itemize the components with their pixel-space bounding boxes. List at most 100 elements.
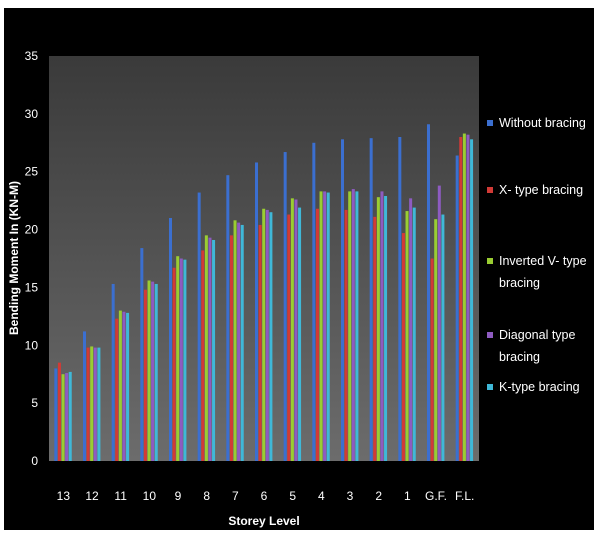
x-tick-label: 3 [347,489,354,503]
legend-swatch [487,332,493,338]
y-tick-label: 30 [25,107,39,121]
bar [143,289,147,461]
bar [255,162,258,461]
x-tick-label: 8 [203,489,210,503]
bar [455,155,459,461]
bar [169,218,172,461]
bar [176,256,180,461]
bar [326,192,330,462]
bar [312,142,316,462]
x-axis-label: Storey Level [228,514,299,528]
bar [183,259,187,461]
bar [348,191,352,461]
bar [57,362,61,461]
bar [83,331,86,461]
y-tick-label: 20 [25,223,39,237]
bar [179,258,183,461]
x-axis-ticks: 13 12 11 10 9 8 7 6 5 4 3 2 1 G.F. F.L. [57,489,475,503]
bar [226,175,230,461]
bar [212,239,216,461]
bar [258,224,262,461]
bar [384,196,388,461]
bar [208,237,212,461]
bar [380,191,384,461]
y-tick-label: 0 [31,454,38,468]
bar [459,137,463,461]
bar [201,250,205,461]
x-tick-label: 11 [114,489,127,503]
legend-swatch [487,120,493,126]
bar [265,209,269,461]
x-tick-label: F.L. [455,489,474,503]
bar [126,312,130,461]
legend-label: K-type bracing [499,380,580,394]
bar [470,139,474,462]
y-tick-label: 10 [25,338,39,352]
y-tick-label: 5 [31,396,38,410]
bar [466,134,470,461]
x-tick-label: 2 [375,489,382,503]
bar [154,283,158,461]
bar [376,197,380,461]
bar [430,258,434,461]
legend-label: Inverted V- type bracing [499,254,587,290]
x-tick-label: 7 [232,489,239,503]
bar [90,346,94,461]
x-tick-label: 10 [143,489,157,503]
bar [341,139,344,462]
bar [344,209,348,461]
x-tick-label: 6 [261,489,268,503]
bar [237,222,241,461]
legend-label: X- type bracing [499,183,583,197]
bar [204,235,208,461]
legend: Without bracing X- type bracing Inverted V… [487,116,587,394]
bar [373,216,377,461]
bar [409,198,413,462]
legend-swatch [487,187,493,193]
bar [172,267,176,461]
bar [319,191,323,461]
bar [140,248,144,461]
bar-group [54,124,474,462]
chart-background: 0 5 10 15 20 25 30 35 13 12 11 10 9 8 7 6 5 4 3 2 1 G.F. F.L.… [4,8,594,530]
bar [294,199,298,461]
bar [115,318,119,461]
legend-swatch [487,258,493,264]
x-tick-label: 5 [289,489,296,503]
bar [434,219,438,461]
bar [68,371,72,461]
bar [240,224,244,461]
x-tick-label: 12 [85,489,99,503]
bar [283,152,287,462]
y-axis-ticks: 0 5 10 15 20 25 30 35 [25,49,39,468]
bar [86,347,90,461]
bar [147,280,151,461]
y-tick-label: 25 [25,165,39,179]
bar [269,212,273,461]
bar [441,214,445,461]
bar [412,207,416,461]
bar [61,374,65,461]
legend-label: Without bracing [499,116,586,130]
bar [93,347,97,461]
bar [97,347,101,461]
bar [229,235,233,461]
bar [122,311,126,461]
bar [427,124,430,462]
bar [398,137,402,461]
legend-label: Diagonal type bracing [499,328,575,364]
x-tick-label: 13 [57,489,71,503]
bar [315,208,319,461]
bar [111,283,115,461]
legend-swatch [487,384,493,390]
y-tick-label: 35 [25,49,39,63]
bar [323,191,327,461]
bar [54,368,58,461]
bending-moment-chart: 0 5 10 15 20 25 30 35 13 12 11 10 9 8 7 6 5 4 3 2 1 G.F. F.L.… [7,49,587,528]
bar [118,310,122,461]
bar [369,138,373,461]
bar [351,189,355,462]
bar [401,233,405,461]
y-axis-label: Bending Moment In (KN-M) [7,181,21,335]
